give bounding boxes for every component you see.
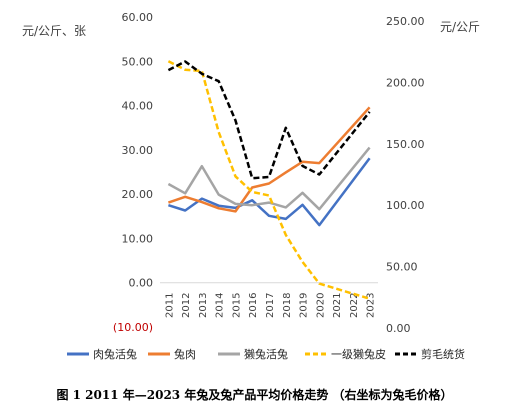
x-axis-tick-label: 2014 [215, 293, 226, 318]
left-axis-tick-label: 20.00 [122, 188, 154, 201]
series-line-肉兔活兔 [168, 157, 371, 227]
left-axis-tick-label: 0.00 [129, 277, 154, 290]
x-axis-tick-label: 2019 [299, 293, 310, 318]
right-axis-tick-label: 200.00 [386, 76, 425, 89]
x-axis-tick-label: 2012 [181, 293, 192, 318]
right-axis-tick-label: 50.00 [386, 261, 418, 274]
legend-label: 獭兔活兔 [244, 347, 288, 361]
x-axis-tick-label: 2015 [231, 293, 242, 318]
x-axis-tick-label: 2023 [366, 293, 377, 318]
right-axis-title: 元/公斤 [440, 20, 481, 34]
series-line-剪毛统货 [167, 60, 371, 180]
right-axis-tick-label: 0.00 [386, 322, 411, 335]
x-axis-tick-label: 2016 [248, 293, 259, 318]
left-axis-title: 元/公斤、张 [22, 24, 87, 38]
legend-label: 肉兔活兔 [93, 347, 137, 361]
x-axis-tick-label: 2011 [164, 293, 175, 318]
right-axis-tick-label: 250.00 [386, 15, 425, 28]
x-axis-tick-label: 2020 [315, 293, 326, 318]
left-axis-tick-label: 10.00 [122, 232, 154, 245]
left-axis-tick-label: 60.00 [122, 11, 154, 24]
legend-label: 一级獭兔皮 [331, 347, 386, 361]
x-axis-tick-label: 2021 [332, 293, 343, 318]
x-axis-tick-label: 2022 [349, 293, 360, 318]
legend-label: 剪毛统货 [421, 347, 465, 361]
series-line-一级獭兔皮 [167, 60, 370, 300]
left-axis-tick-label: (10.00) [113, 321, 153, 334]
left-axis-tick-label: 50.00 [122, 55, 154, 68]
series-line-獭兔活兔 [167, 146, 371, 211]
legend-label: 兔肉 [174, 347, 196, 361]
x-axis-tick-label: 2018 [282, 293, 293, 318]
right-axis-tick-label: 100.00 [386, 199, 425, 212]
x-axis-tick-label: 2013 [198, 293, 209, 318]
left-axis-tick-label: 40.00 [122, 100, 154, 113]
right-axis-tick-label: 150.00 [386, 138, 425, 151]
series-line-兔肉 [167, 106, 371, 213]
figure-caption: 图 1 2011 年—2023 年兔及兔产品平均价格走势 （右坐标为兔毛价格） [56, 388, 453, 402]
x-axis-tick-label: 2017 [265, 293, 276, 318]
left-axis-tick-label: 30.00 [122, 144, 154, 157]
